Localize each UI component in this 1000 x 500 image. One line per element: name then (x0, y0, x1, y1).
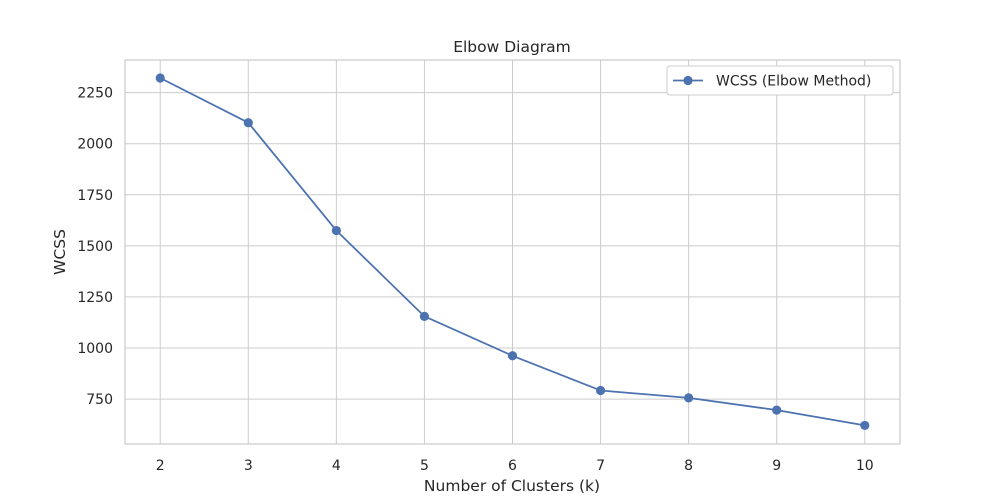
y-axis-label: WCSS (51, 229, 69, 275)
plot-frame (124, 59, 901, 445)
y-tick-label: 750 (86, 392, 113, 408)
data-point (684, 393, 694, 403)
x-tick-label: 9 (772, 458, 781, 474)
x-tick-label: 7 (596, 458, 605, 474)
legend-box (666, 65, 894, 96)
data-point (419, 311, 430, 321)
x-tick-label: 6 (508, 458, 517, 474)
y-tick-labels: 750 1000 1250 1500 1750 2000 2250 (77, 86, 113, 408)
data-point (595, 385, 606, 396)
y-tick-label: 2250 (77, 86, 113, 102)
series-layer (155, 73, 870, 431)
x-tick-label: 3 (244, 458, 253, 474)
legend-entry-label: WCSS (Elbow Method) (716, 74, 871, 90)
y-tick-label: 1750 (77, 188, 113, 204)
y-tick-label: 1250 (77, 290, 113, 306)
y-tick-label: 1000 (77, 341, 113, 357)
y-tick-label: 1500 (77, 239, 113, 255)
data-point (860, 420, 870, 431)
x-tick-label: 5 (420, 458, 429, 474)
y-tick-label: 2000 (77, 137, 113, 153)
x-axis-label: Number of Clusters (k) (424, 477, 600, 495)
data-point (331, 225, 341, 236)
data-point (155, 73, 165, 83)
grid-lines (125, 60, 900, 444)
x-tick-label: 2 (156, 458, 165, 474)
x-tick-label: 8 (684, 458, 693, 474)
legend: WCSS (Elbow Method) (666, 65, 894, 96)
data-point (772, 405, 782, 415)
chart-title: Elbow Diagram (453, 38, 571, 56)
x-tick-labels: 2 3 4 5 6 7 8 9 10 (156, 458, 874, 474)
legend-marker-swatch (683, 75, 693, 86)
x-tick-label: 4 (332, 458, 341, 474)
data-point (243, 118, 253, 128)
x-tick-label: 10 (856, 458, 874, 474)
data-point (507, 351, 518, 361)
